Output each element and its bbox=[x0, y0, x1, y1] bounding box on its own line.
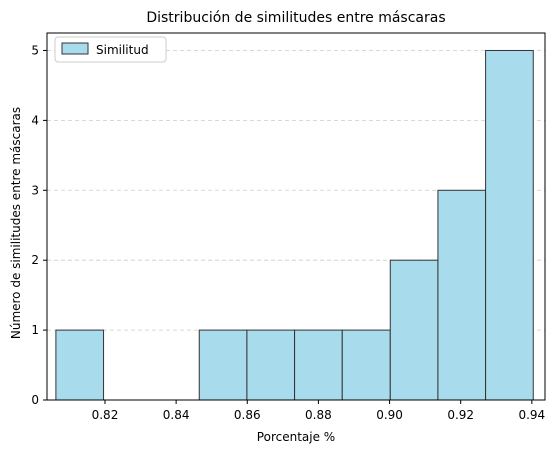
y-tick-label-2: 2 bbox=[31, 253, 39, 267]
bars bbox=[55, 49, 534, 401]
x-tick-label-5: 0.92 bbox=[447, 408, 474, 422]
legend: Similitud bbox=[54, 36, 167, 63]
y-tick-label-4: 4 bbox=[31, 113, 39, 127]
plot-frame bbox=[46, 32, 546, 401]
y-axis-ticks: 0 1 2 3 4 5 bbox=[31, 43, 47, 407]
x-tick-label-1: 0.84 bbox=[163, 408, 190, 422]
x-tick-label-6: 0.94 bbox=[518, 408, 545, 422]
y-axis-label: Número de similitudes entre máscaras bbox=[9, 107, 23, 339]
bar-4 bbox=[246, 329, 296, 401]
bar-7 bbox=[389, 259, 439, 401]
axes-frame bbox=[46, 32, 546, 401]
bar-8 bbox=[437, 189, 487, 401]
bar-3 bbox=[198, 329, 248, 401]
bar-5 bbox=[294, 329, 343, 401]
x-axis-ticks: 0.82 0.84 0.86 0.88 0.90 0.92 0.94 bbox=[92, 400, 545, 422]
y-tick-label-1: 1 bbox=[31, 323, 39, 337]
chart-title: Distribución de similitudes entre máscar… bbox=[146, 10, 445, 26]
x-tick-label-4: 0.90 bbox=[376, 408, 403, 422]
x-tick-label-3: 0.88 bbox=[305, 408, 332, 422]
x-tick-label-0: 0.82 bbox=[92, 408, 119, 422]
bar-6 bbox=[341, 329, 391, 401]
y-tick-label-0: 0 bbox=[31, 393, 39, 407]
bar-0 bbox=[55, 329, 105, 401]
y-tick-label-3: 3 bbox=[31, 183, 39, 197]
bar-9 bbox=[485, 49, 534, 401]
x-axis-label: Porcentaje % bbox=[257, 430, 335, 444]
y-tick-label-5: 5 bbox=[31, 43, 39, 57]
legend-swatch-similitud bbox=[61, 42, 89, 55]
x-tick-label-2: 0.86 bbox=[234, 408, 261, 422]
legend-label-similitud: Similitud bbox=[96, 43, 149, 57]
